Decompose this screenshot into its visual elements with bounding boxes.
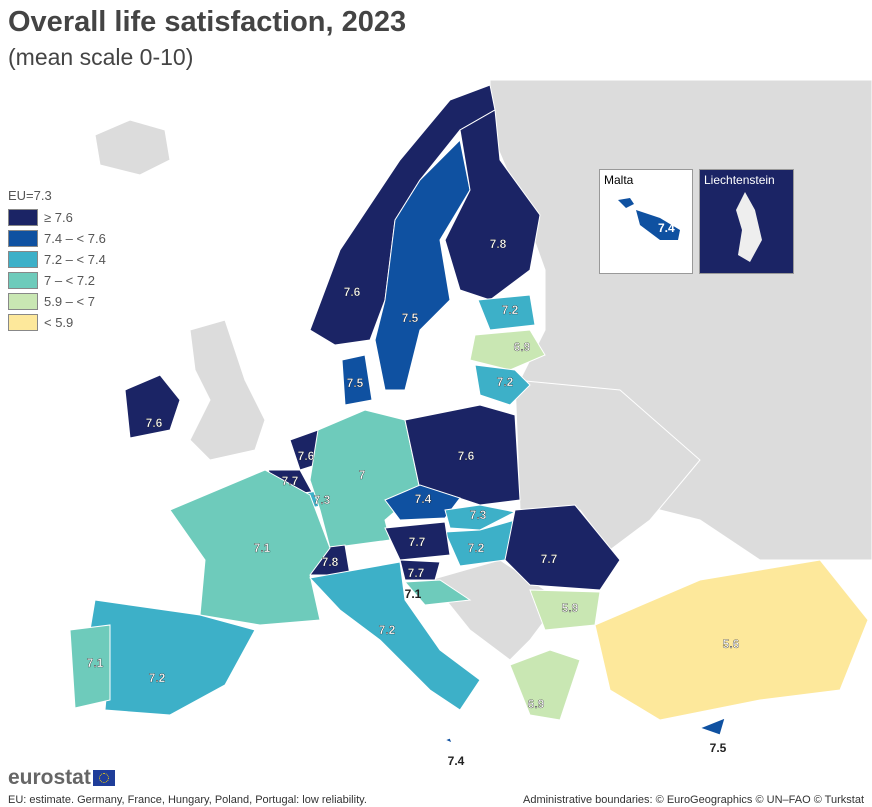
map-subtitle: (mean scale 0-10) (8, 44, 194, 70)
country-lithuania (474, 364, 531, 406)
country-finland (444, 109, 541, 301)
country-estonia (477, 294, 536, 331)
eu-flag-icon (92, 770, 115, 786)
value-label-spain: 7.2 (149, 671, 166, 685)
country-austria (384, 521, 451, 561)
legend-swatch (8, 209, 38, 226)
uk (189, 319, 266, 461)
country-denmark (341, 354, 373, 406)
liechtenstein-shape (736, 192, 762, 262)
legend: EU=7.3 ≥ 7.6 7.4 – < 7.6 7.2 – < 7.4 7 – < … (8, 188, 106, 333)
value-label-bulgaria: 5.9 (562, 601, 579, 615)
country-france (169, 469, 331, 626)
value-label-malta: 7.4 (448, 754, 465, 768)
value-label-belgium: 7.7 (282, 474, 299, 488)
country-cyprus (698, 717, 726, 736)
legend-swatch (8, 272, 38, 289)
iceland (94, 119, 171, 176)
value-label-slovenia: 7.7 (408, 566, 425, 580)
legend-item: 5.9 – < 7 (8, 291, 106, 312)
value-label-netherlands: 7.6 (298, 449, 315, 463)
value-label-slovakia: 7.3 (470, 508, 487, 522)
value-label-portugal: 7.1 (87, 656, 104, 670)
legend-item: ≥ 7.6 (8, 207, 106, 228)
legend-label: 5.9 – < 7 (44, 294, 95, 309)
value-label-hungary: 7.2 (468, 541, 485, 555)
legend-swatch (8, 293, 38, 310)
map-title: Overall life satisfaction, 2023 (8, 6, 407, 38)
country-romania (504, 504, 621, 591)
legend-item: 7 – < 7.2 (8, 270, 106, 291)
value-label-greece: 6.9 (528, 697, 545, 711)
legend-item: < 5.9 (8, 312, 106, 333)
value-label-croatia: 7.1 (405, 587, 422, 601)
malta-value: 7.4 (658, 221, 675, 235)
country-sweden (374, 138, 471, 391)
value-label-cyprus: 7.5 (710, 741, 727, 755)
country-greece (509, 649, 581, 721)
value-label-germany: 7 (359, 468, 366, 482)
legend-label: 7.4 – < 7.6 (44, 231, 106, 246)
country-malta (443, 737, 453, 744)
legend-label: 7 – < 7.2 (44, 273, 95, 288)
value-label-italy: 7.2 (379, 623, 396, 637)
value-label-ireland: 7.6 (146, 416, 163, 430)
value-label-romania: 7.7 (541, 552, 558, 566)
liechtenstein-inset-label: Liechtenstein (704, 173, 775, 187)
liechtenstein-inset: Liechtenstein (699, 169, 794, 274)
legend-label: < 5.9 (44, 315, 74, 330)
legend-swatch (8, 314, 38, 331)
value-label-latvia: 6.9 (514, 340, 531, 354)
value-label-türkiye: 5.6 (723, 637, 740, 651)
footnote: EU: estimate. Germany, France, Hungary, … (8, 794, 367, 806)
country-latvia (469, 329, 546, 371)
legend-label: ≥ 7.6 (44, 210, 73, 225)
country-czechia (384, 484, 461, 521)
malta-inset: Malta 7.4 (599, 169, 693, 274)
malta-inset-label: Malta (604, 173, 634, 187)
country-türkiye (594, 559, 869, 721)
value-label-austria: 7.7 (409, 535, 426, 549)
legend-label: 7.2 – < 7.4 (44, 252, 106, 267)
value-label-czechia: 7.4 (415, 492, 432, 506)
value-label-denmark: 7.5 (347, 376, 364, 390)
value-label-luxembourg: 7.3 (314, 493, 331, 507)
legend-item: 7.2 – < 7.4 (8, 249, 106, 270)
value-label-norway: 7.6 (344, 285, 361, 299)
legend-item: 7.4 – < 7.6 (8, 228, 106, 249)
country-portugal (69, 624, 111, 709)
value-label-france: 7.1 (254, 541, 271, 555)
eurostat-logo: eurostat (8, 766, 115, 790)
value-label-poland: 7.6 (458, 449, 475, 463)
country-ireland (124, 374, 181, 439)
value-label-lithuania: 7.2 (497, 375, 514, 389)
country-slovakia (444, 504, 517, 531)
legend-swatch (8, 251, 38, 268)
legend-swatch (8, 230, 38, 247)
value-label-sweden: 7.5 (402, 311, 419, 325)
country-italy (309, 561, 481, 711)
country-croatia (403, 579, 472, 606)
value-label-switzerland: 7.8 (322, 555, 339, 569)
eu-average: EU=7.3 (8, 188, 52, 203)
value-label-finland: 7.8 (490, 237, 507, 251)
boundaries-credit: Administrative boundaries: © EuroGeograp… (522, 794, 864, 806)
value-label-estonia: 7.2 (502, 303, 519, 317)
malta-shape: 7.4 (618, 198, 680, 240)
